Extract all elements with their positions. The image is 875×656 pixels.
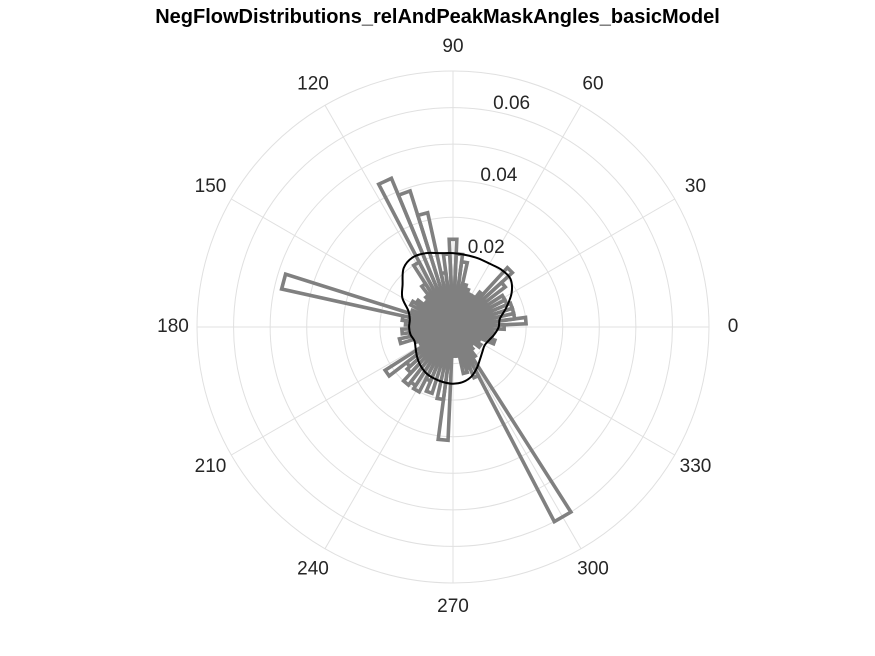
histogram-bar xyxy=(451,326,574,525)
histogram-bar xyxy=(452,325,492,334)
grid-spoke xyxy=(452,326,582,549)
theta-tick-label: 300 xyxy=(577,559,609,580)
theta-tick-label: 240 xyxy=(297,559,329,580)
distribution-curve xyxy=(400,251,513,385)
theta-tick-label: 210 xyxy=(195,456,227,477)
theta-tick-label: 0 xyxy=(728,316,739,337)
histogram-bar xyxy=(279,271,454,329)
polar-grid xyxy=(196,70,710,584)
chart-title: NegFlowDistributions_relAndPeakMaskAngle… xyxy=(155,6,720,28)
grid-spoke xyxy=(452,105,582,328)
theta-tick-label: 180 xyxy=(157,316,189,337)
radial-tick-label: 0.02 xyxy=(468,237,505,258)
radial-tick-label: 0.04 xyxy=(480,165,517,186)
grid-spoke xyxy=(231,198,454,328)
theta-tick-label: 330 xyxy=(680,456,712,477)
theta-tick-label: 60 xyxy=(582,74,603,95)
theta-tick-label: 90 xyxy=(442,36,463,57)
grid-spoke xyxy=(324,326,454,549)
distribution-line xyxy=(400,251,513,385)
theta-tick-label: 120 xyxy=(297,74,329,95)
grid-spoke xyxy=(452,326,675,456)
theta-tick-label: 150 xyxy=(195,176,227,197)
theta-tick-label: 270 xyxy=(437,596,469,617)
grid-spoke xyxy=(324,105,454,328)
radial-tick-label: 0.06 xyxy=(493,93,530,114)
theta-tick-label: 30 xyxy=(685,176,706,197)
grid-spoke xyxy=(452,198,675,328)
histogram-bars xyxy=(279,175,574,525)
axis-labels: 0 30 60 90 120 150 180 210 240 270 300 330 0.02 0.04 0… xyxy=(157,36,738,617)
